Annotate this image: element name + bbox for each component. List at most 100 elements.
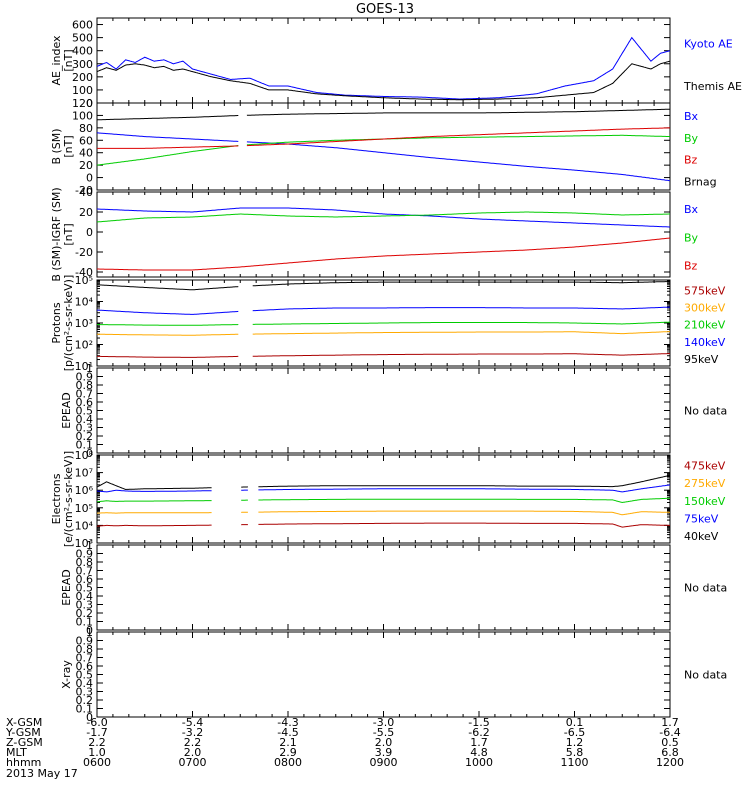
legend-entry: 300keV — [684, 302, 726, 315]
y-tick-label: 10⁴ — [75, 519, 94, 532]
y-tick-label: 0.7 — [76, 388, 94, 401]
y-tick-label: 0 — [86, 172, 93, 185]
ephemeris-value: 2.2 — [88, 736, 106, 749]
no-data-label: No data — [684, 669, 727, 682]
y-tick-label: 10⁵ — [75, 274, 93, 287]
ephemeris-row-label: Y-GSM — [5, 726, 41, 739]
ephemeris-value: -3.2 — [182, 726, 203, 739]
y-tick-label: 40 — [79, 147, 93, 160]
ephemeris-value: 0.1 — [566, 716, 584, 729]
ephemeris-table: X-GSM -6.0 -5.4 -4.3 -3.0 -1.5 0.1 1.7 Y-GSM -1.7… — [5, 716, 684, 769]
y-tick-label: 10² — [75, 339, 93, 352]
y-tick-label: 20 — [79, 159, 93, 172]
ephemeris-value: -6.4 — [659, 726, 680, 739]
y-tick-label: 300 — [72, 58, 93, 71]
series-line-themis-ae — [96, 60, 671, 101]
ephemeris-value: 0700 — [179, 756, 207, 769]
y-axis-label: Electrons[e/(cm²-s-sr-keV)] — [50, 451, 75, 547]
ephemeris-value: 1200 — [656, 756, 684, 769]
panel-frame — [96, 544, 671, 631]
legend-entry: By — [684, 231, 699, 244]
y-tick-label: 0.8 — [76, 556, 94, 569]
y-tick-label: 0.8 — [76, 643, 94, 656]
y-axis-label-line: B (SM) — [50, 128, 63, 164]
y-tick-label: 100 — [72, 84, 93, 97]
legend-entry: 150keV — [684, 495, 726, 508]
y-tick-label: -40 — [75, 266, 93, 279]
y-axis-label-line: EPEAD — [60, 569, 73, 606]
ephemeris-value: 0800 — [274, 756, 302, 769]
y-tick-label: 0.2 — [76, 430, 94, 443]
y-axis-label: Protons[p/(cm²-s-sr-keV)] — [50, 275, 75, 372]
series-line-300kev — [96, 331, 670, 336]
y-tick-label: 1 — [86, 539, 93, 552]
y-tick-label: 0.1 — [76, 703, 94, 716]
ephemeris-value: 5.8 — [566, 746, 584, 759]
legend-entry: Bz — [684, 154, 698, 167]
y-axis-label-line: AE_index — [50, 35, 63, 86]
ephemeris-value: 1000 — [465, 756, 493, 769]
y-tick-label: 0.7 — [76, 565, 94, 578]
ephemeris-value: 1.7 — [661, 716, 679, 729]
series-line-275kev — [97, 510, 671, 516]
y-axis-label-line: [p/(cm²-s-sr-keV)] — [62, 275, 75, 372]
series-line-bx — [97, 207, 670, 228]
series-line-95kev — [97, 281, 670, 291]
y-tick-label: 10⁷ — [75, 467, 93, 480]
legend-entry: 210keV — [684, 319, 726, 332]
y-tick-label: 0.8 — [76, 379, 94, 392]
legend-entry: Themis AE — [683, 80, 742, 93]
legend-entry: Bx — [684, 203, 699, 216]
y-tick-label: 120 — [72, 97, 93, 110]
y-tick-label: 200 — [72, 71, 93, 84]
y-axis-label-line: B (SM)-IGRF (SM) — [50, 187, 63, 281]
series-line-75kev — [96, 484, 671, 493]
y-axis-label: EPEAD — [60, 569, 73, 606]
y-tick-label: 0.4 — [76, 677, 94, 690]
y-tick-label: 0.6 — [76, 573, 94, 586]
panel-4: 00.10.20.30.40.50.60.70.80.91 EPEAD No dat… — [60, 362, 727, 460]
y-tick-label: 0.9 — [76, 371, 94, 384]
legend-entry: Bx — [684, 110, 699, 123]
y-tick-label: 0.3 — [76, 686, 94, 699]
ephemeris-row-label: X-GSM — [6, 716, 42, 729]
panel-frame — [96, 631, 671, 718]
y-tick-label: -20 — [75, 184, 93, 197]
ephemeris-value: 1.7 — [470, 736, 488, 749]
legend-entry: 575keV — [684, 284, 726, 297]
y-tick-label: 0.2 — [76, 694, 94, 707]
y-axis-label-line: Protons — [50, 302, 63, 343]
no-data-label: No data — [684, 582, 727, 595]
ephemeris-value: 0600 — [83, 756, 111, 769]
y-tick-label: 0.3 — [76, 599, 94, 612]
y-tick-label: 100 — [72, 109, 93, 122]
ephemeris-value: 1.0 — [88, 746, 106, 759]
legend-entry: 475keV — [684, 460, 726, 473]
y-tick-label: 0 — [86, 624, 93, 637]
legend-entry: 140keV — [684, 336, 726, 349]
ephemeris-value: -6.5 — [564, 726, 585, 739]
y-tick-label: 0.7 — [76, 652, 94, 665]
ephemeris-value: 0900 — [370, 756, 398, 769]
y-tick-label: 10¹ — [75, 360, 93, 373]
y-tick-label: 0 — [86, 711, 93, 724]
ephemeris-value: 4.8 — [470, 746, 488, 759]
series-line-475kev — [96, 522, 670, 528]
y-axis-label: X-ray — [60, 660, 73, 689]
ephemeris-value: 2.9 — [279, 746, 297, 759]
ephemeris-value: 0.5 — [661, 736, 679, 749]
legend-entry: 75keV — [684, 512, 719, 525]
y-tick-label: 0.9 — [76, 635, 94, 648]
y-tick-label: 60 — [79, 134, 93, 147]
y-tick-label: 20 — [79, 206, 93, 219]
y-tick-label: 0.5 — [76, 669, 94, 682]
y-axis-label-line: [nT] — [62, 223, 75, 245]
y-tick-label: 0.1 — [76, 439, 94, 452]
legend-entry: 40keV — [684, 530, 719, 543]
ephemeris-value: -6.2 — [468, 726, 489, 739]
